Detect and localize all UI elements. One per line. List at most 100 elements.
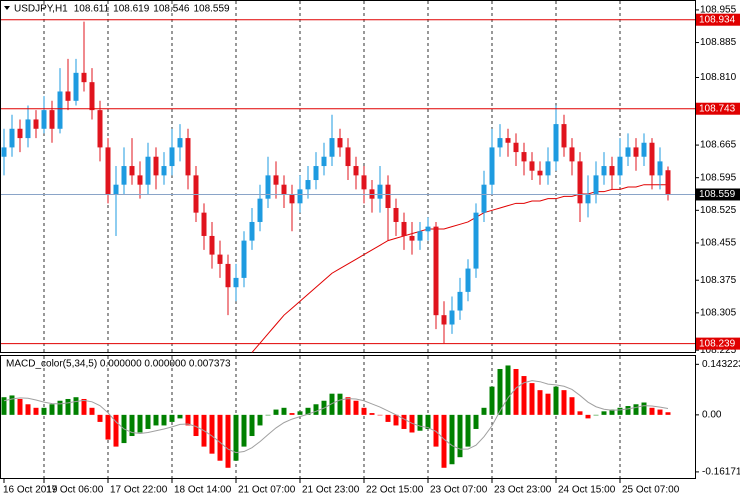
macd-bar <box>177 414 183 419</box>
candle-body <box>473 212 479 269</box>
macd-bar <box>233 414 239 461</box>
macd-bar <box>305 407 311 415</box>
candle-body <box>625 147 631 157</box>
macd-bar <box>497 368 503 415</box>
macd-bar <box>257 414 263 426</box>
macd-bar <box>129 414 135 437</box>
x-tick-label: 25 Oct 07:00 <box>622 485 680 496</box>
macd-bar <box>457 414 463 458</box>
candle-body <box>337 138 343 148</box>
candle-body <box>513 142 519 153</box>
macd-bar <box>185 414 191 426</box>
macd-bar <box>601 411 607 415</box>
macd-bar <box>41 407 47 415</box>
macd-bar <box>9 395 15 415</box>
candle-body <box>65 91 71 101</box>
macd-bar <box>153 414 159 426</box>
macd-bar <box>57 400 63 415</box>
y-tick-label: 108.375 <box>700 275 737 286</box>
candle-body <box>361 175 367 190</box>
level-label: 108.239 <box>699 338 736 349</box>
candle-body <box>105 147 111 195</box>
candle-body <box>561 124 567 148</box>
macd-tick-label: 0.00 <box>702 409 722 420</box>
candle-body <box>289 194 295 204</box>
macd-bar <box>73 397 79 415</box>
y-tick-label: 108.305 <box>700 307 737 318</box>
candle-body <box>9 128 15 148</box>
x-tick-label: 21 Oct 07:00 <box>238 485 296 496</box>
moving-average <box>251 184 668 353</box>
macd-bar <box>657 409 663 415</box>
y-tick-label: 108.665 <box>700 140 737 151</box>
candle-body <box>649 142 655 176</box>
macd-bar <box>265 414 271 416</box>
candle-body <box>633 147 639 157</box>
macd-bar <box>505 365 511 415</box>
level-tag <box>696 13 740 26</box>
candle-body <box>433 226 439 316</box>
macd-bar <box>81 398 87 415</box>
macd-bar <box>297 411 303 415</box>
macd-bar <box>225 414 231 468</box>
current-price-label: 108.559 <box>699 189 736 200</box>
candle-body <box>345 147 351 167</box>
level-label: 108.743 <box>699 103 736 114</box>
y-tick-label: 108.455 <box>700 238 737 249</box>
candle-body <box>113 184 119 195</box>
candle-body <box>33 119 39 129</box>
macd-bar <box>193 414 199 437</box>
candle-body <box>161 166 167 176</box>
macd-bar <box>345 397 351 415</box>
candle-body <box>265 175 271 199</box>
macd-bar <box>241 414 247 447</box>
macd-bar <box>513 368 519 415</box>
level-tag <box>696 337 740 350</box>
macd-bar <box>561 390 567 415</box>
macd-bar <box>609 409 615 415</box>
candle-body <box>329 138 335 157</box>
candle-body <box>233 277 239 288</box>
x-tick-label: 17 Oct 06:00 <box>46 485 104 496</box>
macd-bar <box>361 407 367 415</box>
candle-body <box>537 170 543 176</box>
macd-bar <box>17 398 23 415</box>
macd-bar <box>209 414 215 454</box>
macd-bar <box>577 411 583 415</box>
macd-tick-label: -0.161711 <box>702 467 740 478</box>
macd-bar <box>337 393 343 415</box>
candle-body <box>585 194 591 204</box>
candle-body <box>465 268 471 292</box>
macd-bar <box>25 404 31 415</box>
candle-body <box>393 207 399 222</box>
macd-bar <box>249 414 255 437</box>
candle-body <box>449 310 455 325</box>
macd-bar <box>425 414 431 429</box>
candle-body <box>377 184 383 199</box>
candle-body <box>489 147 495 185</box>
candle-body <box>81 72 87 83</box>
macd-bar <box>481 407 487 415</box>
x-tick-label: 23 Oct 07:00 <box>430 485 488 496</box>
macd-bar <box>313 404 319 415</box>
macd-bar <box>545 393 551 415</box>
macd-bar <box>569 397 575 415</box>
macd-bar <box>97 414 103 422</box>
header-value: 108.611 <box>74 4 110 15</box>
candle-body <box>241 240 247 278</box>
macd-bar <box>417 414 423 431</box>
y-tick-label: 108.955 <box>700 5 737 16</box>
macd-tick-label: 0.143223 <box>702 359 740 370</box>
macd-bar <box>489 386 495 415</box>
x-tick-label: 16 Oct 2019 <box>3 485 58 496</box>
macd-bar <box>353 400 359 415</box>
candle-body <box>457 291 463 311</box>
menu-arrow[interactable] <box>4 6 10 10</box>
candle-body <box>73 72 79 101</box>
candle-body <box>569 147 575 162</box>
candle-body <box>321 156 327 167</box>
macd-bar <box>273 409 279 415</box>
candle-body <box>1 147 7 157</box>
x-tick-label: 21 Oct 23:00 <box>302 485 360 496</box>
